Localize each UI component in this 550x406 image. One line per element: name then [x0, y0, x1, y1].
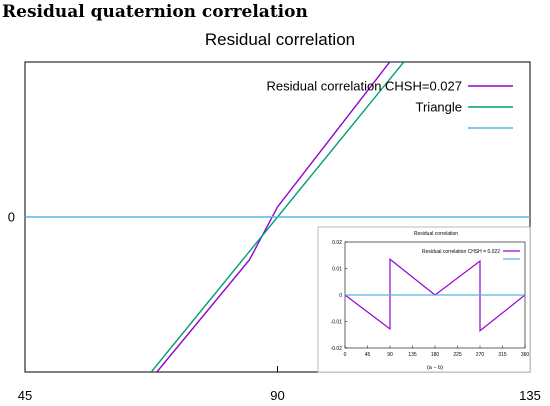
main-series-lines: [25, 62, 530, 372]
inset-x-tick-label: 90: [387, 352, 393, 358]
inset-x-tick-label: 180: [431, 352, 440, 358]
inset-y-tick-label: 0.01: [332, 266, 342, 272]
inset-series-lines: [345, 257, 525, 333]
main-x-tick-label: 135: [519, 388, 541, 403]
inset-y-tick-label: -0.02: [331, 346, 343, 352]
main-legend-label: Residual correlation CHSH=0.027: [267, 79, 462, 94]
inset-x-tick-label: 360: [521, 352, 530, 358]
main-legend-label: Triangle: [416, 100, 462, 115]
main-chart: Residual correlation 45 90 135 0 Residual …: [8, 30, 541, 403]
inset-x-tick-label: 270: [476, 352, 485, 358]
inset-x-tick-label: 135: [408, 352, 417, 358]
inset-y-ticks: -0.02 -0.01 0 0.01 0.02: [331, 240, 348, 352]
inset-x-ticks: 0 45 90 135 180 225 270 315 360: [344, 345, 530, 358]
inset-x-tick-label: 315: [498, 352, 507, 358]
inset-y-tick-label: 0.02: [332, 240, 342, 246]
main-x-ticks: 45 90 135: [18, 366, 541, 403]
inset-chart: Residual correlation 0 45 90 135 180 225 270 31…: [317, 226, 531, 373]
inset-legend: Residual correlation CHSH = 0.022: [422, 249, 520, 260]
inset-x-tick-label: 0: [344, 352, 347, 358]
inset-y-tick-label: 0: [339, 293, 342, 299]
inset-chart-title: Residual correlation: [414, 231, 458, 237]
inset-x-tick-label: 225: [453, 352, 462, 358]
main-chart-title: Residual correlation: [205, 30, 355, 49]
main-y-tick-label: 0: [8, 210, 15, 225]
inset-x-axis-label: (a − b): [427, 365, 443, 371]
main-legend: Residual correlation CHSH=0.027 Triangle: [267, 79, 513, 129]
inset-y-tick-label: -0.01: [331, 319, 343, 325]
page-heading: Residual quaternion correlation: [2, 2, 308, 22]
main-x-tick-label: 90: [270, 388, 284, 403]
main-x-tick-label: 45: [18, 388, 32, 403]
inset-legend-label: Residual correlation CHSH = 0.022: [422, 249, 500, 255]
inset-x-tick-label: 45: [365, 352, 371, 358]
